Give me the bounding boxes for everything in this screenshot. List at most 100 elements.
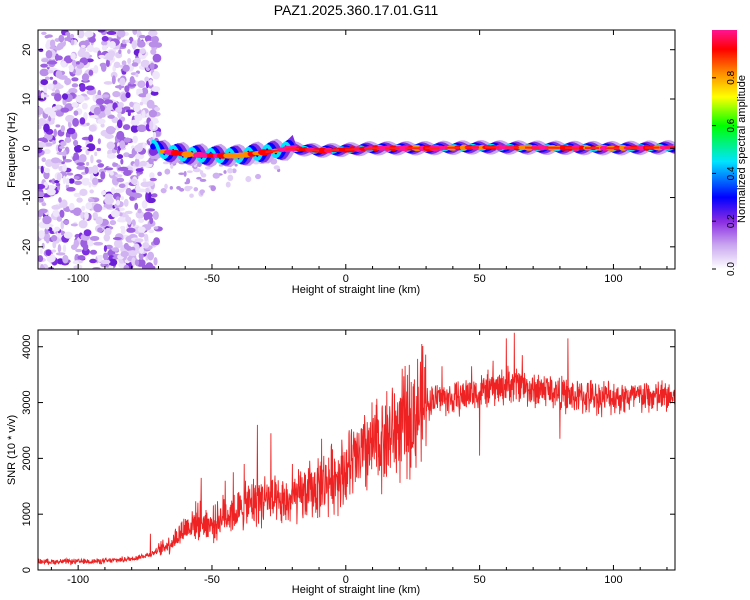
noise-blob: [227, 174, 234, 182]
noise-blob: [134, 259, 140, 267]
noise-blob: [255, 173, 262, 180]
noise-blob: [77, 30, 85, 39]
ridge-peak: [636, 144, 646, 151]
noise-blob: [86, 122, 90, 126]
noise-blob: [123, 242, 129, 250]
spectrogram-content: [38, 30, 675, 269]
noise-blob: [153, 257, 158, 266]
noise-blob: [115, 199, 121, 206]
noise-blob: [62, 219, 70, 225]
noise-blob: [245, 175, 252, 183]
noise-blob: [101, 35, 109, 42]
noise-blob: [149, 120, 154, 130]
noise-blob: [80, 146, 89, 150]
noise-blob: [103, 203, 113, 209]
noise-blob: [93, 241, 104, 246]
noise-blob: [153, 237, 161, 246]
y-tick-label: -10: [21, 190, 33, 206]
noise-blob: [160, 187, 167, 194]
noise-blob: [138, 232, 145, 238]
noise-blob: [73, 139, 79, 147]
noise-blob: [39, 68, 49, 77]
noise-blob: [225, 181, 231, 188]
noise-blob: [45, 226, 50, 230]
noise-blob: [49, 76, 54, 80]
colorbar-tick-label: 0.0: [726, 262, 737, 276]
noise-blob: [72, 117, 79, 127]
noise-blob: [73, 176, 80, 180]
noise-blob: [148, 229, 155, 234]
noise-blob: [147, 251, 155, 261]
noise-blob: [134, 157, 140, 167]
y-tick-label: -20: [21, 239, 33, 255]
noise-blob: [118, 183, 126, 189]
noise-blob: [117, 216, 126, 222]
noise-blob: [56, 216, 63, 222]
noise-blob: [61, 93, 69, 100]
snr-frame: [37, 329, 676, 571]
noise-blob: [109, 220, 117, 226]
noise-blob: [41, 31, 47, 36]
noise-blob: [179, 187, 185, 192]
spectrogram-frame: [37, 29, 676, 270]
noise-blob: [44, 34, 50, 39]
noise-blob: [114, 188, 125, 193]
noise-blob: [86, 161, 90, 166]
noise-blob: [125, 187, 132, 196]
noise-blob: [89, 249, 98, 255]
noise-blob: [134, 153, 145, 160]
noise-blob: [150, 48, 157, 55]
noise-blob: [40, 165, 44, 174]
noise-blob: [164, 183, 168, 190]
noise-blob: [43, 234, 48, 242]
noise-blob: [103, 245, 108, 253]
noise-blob: [38, 230, 45, 239]
noise-blob: [119, 77, 126, 87]
noise-blob: [100, 63, 107, 72]
noise-blob: [65, 114, 75, 123]
noise-blob: [138, 252, 144, 260]
noise-blob: [137, 40, 146, 48]
noise-blob: [111, 148, 117, 154]
noise-blob: [186, 178, 191, 185]
noise-blob: [186, 170, 193, 174]
x-tick-label: -100: [67, 273, 89, 285]
noise-blob: [55, 182, 61, 187]
noise-blob: [122, 124, 131, 130]
noise-blob: [148, 30, 158, 37]
noise-blob: [85, 85, 95, 91]
noise-blob: [189, 193, 194, 198]
noise-blob: [55, 124, 61, 128]
noise-blob: [66, 127, 76, 135]
noise-blob: [127, 49, 131, 55]
noise-blob: [92, 177, 99, 186]
snr-xlabel: Height of straight line (km): [292, 584, 420, 596]
noise-blob: [54, 53, 59, 61]
noise-blob: [84, 166, 89, 174]
noise-blob: [101, 40, 108, 46]
noise-blob: [88, 134, 94, 143]
noise-blob: [131, 62, 139, 67]
noise-blob: [40, 63, 48, 68]
noise-blob: [55, 69, 63, 79]
noise-blob: [90, 241, 94, 246]
noise-blob: [227, 168, 234, 174]
noise-blob: [149, 172, 155, 179]
noise-blob: [91, 165, 99, 175]
noise-blob: [68, 202, 75, 211]
noise-blob: [145, 80, 149, 89]
noise-blob: [127, 57, 132, 65]
noise-blob: [103, 81, 113, 85]
noise-blob: [118, 49, 122, 54]
noise-blob: [60, 125, 66, 133]
noise-blob: [46, 188, 56, 196]
noise-blob: [119, 207, 125, 211]
noise-blob: [153, 226, 159, 230]
noise-blob: [104, 107, 111, 116]
noise-blob: [38, 124, 42, 130]
noise-blob: [95, 98, 105, 105]
colorbar-tick-label: 0.4: [726, 166, 737, 180]
noise-blob: [59, 145, 65, 149]
noise-blob: [44, 76, 50, 81]
noise-blob: [123, 106, 131, 111]
